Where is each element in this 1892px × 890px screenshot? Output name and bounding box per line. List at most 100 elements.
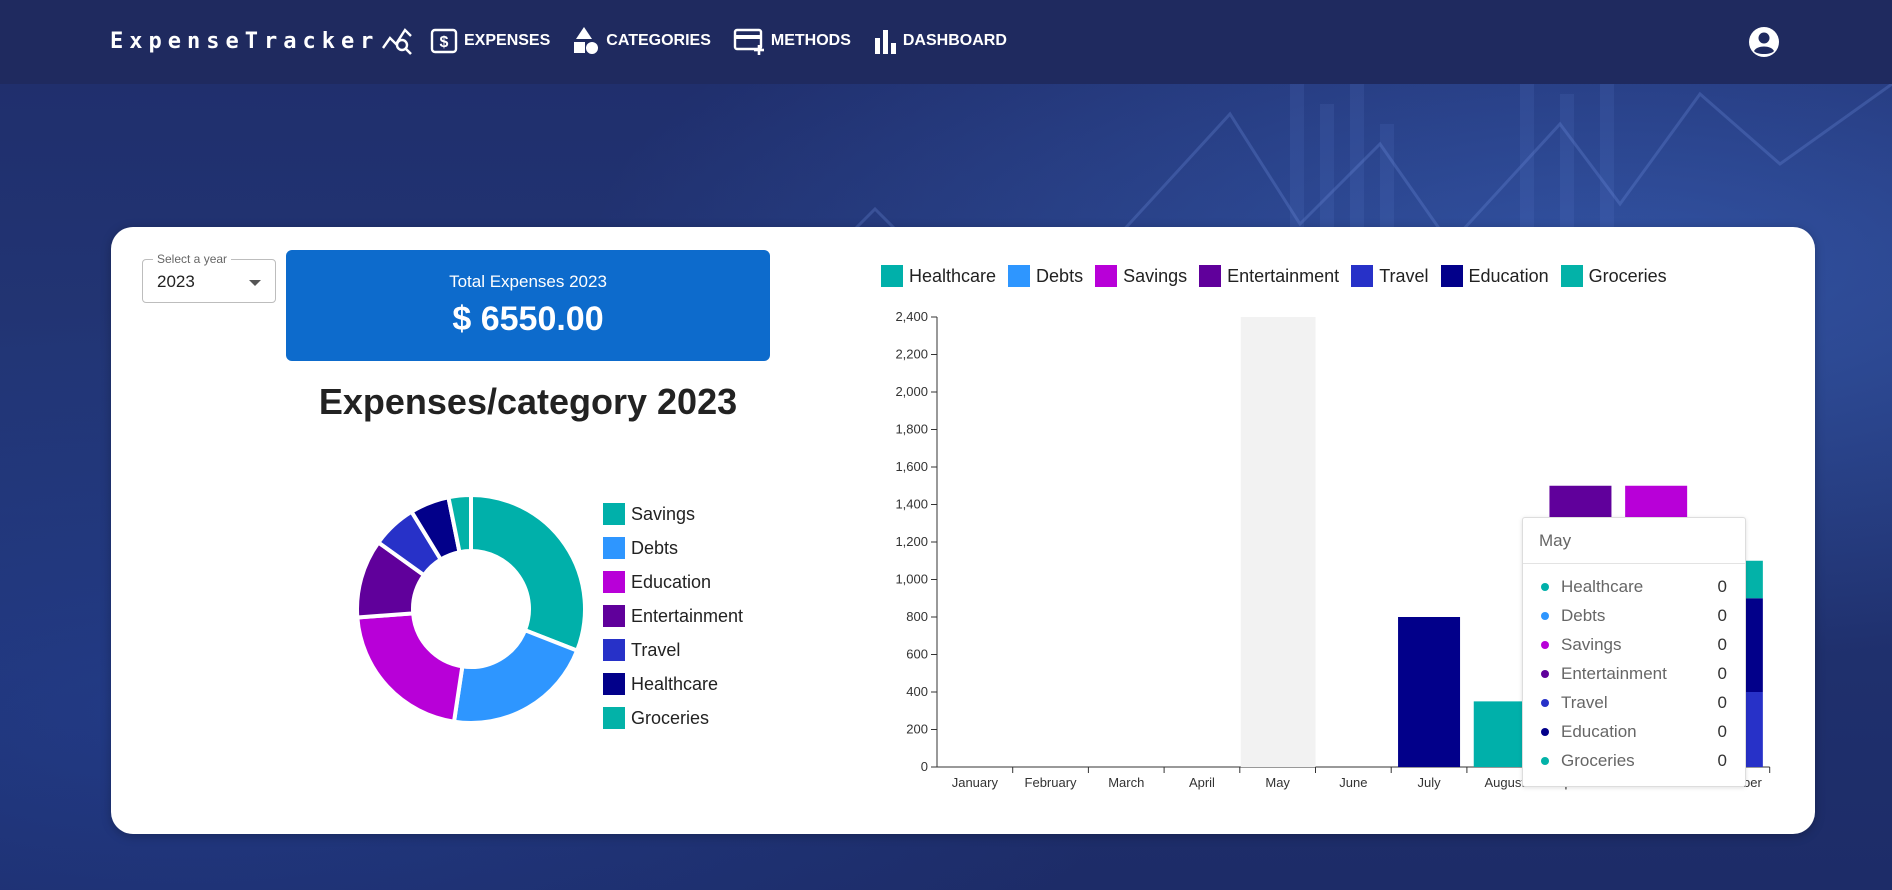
tooltip-series-value: 0: [1717, 634, 1727, 654]
nav-categories[interactable]: CATEGORIES: [572, 26, 711, 56]
legend-label: Travel: [1379, 265, 1429, 286]
y-tick-label: 400: [906, 684, 928, 699]
legend-label: Healthcare: [909, 265, 997, 286]
legend-label: Entertainment: [1227, 265, 1340, 286]
series-dot: [1541, 582, 1549, 591]
tooltip-series-value: 0: [1717, 576, 1727, 596]
legend-label: Savings: [1123, 265, 1188, 286]
pie-slice-savings[interactable]: [469, 492, 587, 654]
legend-swatch: [603, 537, 625, 559]
nav-methods[interactable]: METHODS: [733, 27, 851, 55]
x-tick-label: May: [1265, 775, 1290, 790]
legend-swatch: [603, 571, 625, 593]
total-expenses-label: Total Expenses 2023: [449, 272, 607, 291]
series-dot: [1541, 698, 1549, 707]
nav-methods-label: METHODS: [770, 32, 851, 49]
legend-swatch: [603, 503, 625, 525]
y-tick-label: 800: [906, 609, 928, 624]
tooltip-series-value: 0: [1717, 663, 1727, 683]
legend-label: Travel: [631, 639, 681, 660]
top-navbar: ExpenseTracker $ EXPENSES CATEGORIES: [0, 0, 1892, 84]
bar-legend-item-groceries[interactable]: Groceries: [1560, 265, 1667, 287]
nav-dashboard[interactable]: DASHBOARD: [873, 28, 1007, 54]
tooltip-series-name: Savings: [1561, 634, 1622, 654]
pie-legend-item-savings[interactable]: Savings: [603, 497, 743, 531]
y-tick-label: 200: [906, 722, 928, 737]
total-expenses-card: Total Expenses 2023 $ 6550.00: [286, 250, 770, 361]
legend-label: Healthcare: [631, 673, 719, 694]
y-tick-label: 1,600: [895, 459, 928, 474]
y-tick-label: 1,800: [895, 422, 928, 437]
nav-expenses-label: EXPENSES: [464, 32, 551, 49]
bar-legend-item-education[interactable]: Education: [1440, 265, 1549, 287]
legend-swatch: [1560, 265, 1583, 287]
hover-highlight: [1240, 317, 1316, 767]
series-dot: [1541, 611, 1549, 620]
bar-legend-item-healthcare[interactable]: Healthcare: [881, 265, 996, 287]
x-tick-label: June: [1339, 775, 1367, 790]
bar-legend-item-travel[interactable]: Travel: [1351, 265, 1429, 287]
y-tick-label: 0: [921, 759, 928, 774]
nav-expenses[interactable]: $ EXPENSES: [430, 28, 550, 54]
legend-label: Education: [631, 571, 712, 592]
y-tick-label: 2,000: [895, 384, 928, 399]
bar-legend-item-entertainment[interactable]: Entertainment: [1199, 265, 1339, 287]
pie-legend-item-entertainment[interactable]: Entertainment: [603, 599, 743, 633]
card-icon: [733, 28, 764, 55]
pie-legend-item-healthcare[interactable]: Healthcare: [603, 667, 743, 701]
pie-slice-groceries[interactable]: [446, 492, 473, 555]
y-tick-label: 600: [906, 647, 928, 662]
tooltip-series-name: Entertainment: [1561, 663, 1667, 683]
tooltip-series-name: Travel: [1561, 692, 1608, 712]
y-tick-label: 2,200: [895, 347, 928, 362]
bar-legend-item-debts[interactable]: Debts: [1008, 265, 1083, 287]
brand-logo[interactable]: ExpenseTracker: [110, 26, 415, 56]
y-tick-label: 2,400: [895, 309, 928, 324]
bar-chart-icon: [874, 30, 896, 54]
tooltip-series-value: 0: [1717, 721, 1727, 741]
tooltip-row-travel: Travel 0: [1523, 688, 1745, 717]
bar-legend-item-savings[interactable]: Savings: [1095, 265, 1187, 287]
tooltip-series-value: 0: [1717, 750, 1727, 770]
shapes-icon: [574, 27, 599, 54]
pie-chart-title: Expenses/category 2023: [318, 381, 738, 422]
legend-swatch: [603, 639, 625, 661]
x-tick-label: August: [1485, 775, 1526, 790]
y-tick-label: 1,000: [895, 572, 928, 587]
pie-legend-item-groceries[interactable]: Groceries: [603, 701, 743, 735]
pie-slice-education[interactable]: [355, 611, 465, 725]
pie-legend-item-debts[interactable]: Debts: [603, 531, 743, 565]
year-select-label: Select a year: [153, 252, 232, 266]
tooltip-series-value: 0: [1717, 692, 1727, 712]
x-tick-label: March: [1108, 775, 1144, 790]
tooltip-row-debts: Debts 0: [1523, 601, 1745, 630]
tooltip-row-entertainment: Entertainment 0: [1523, 659, 1745, 688]
tooltip-row-education: Education 0: [1523, 717, 1745, 746]
nav-categories-label: CATEGORIES: [606, 32, 711, 49]
legend-swatch: [1199, 265, 1222, 287]
legend-swatch: [1095, 265, 1118, 287]
legend-swatch: [1351, 265, 1374, 287]
x-tick-label: July: [1417, 775, 1441, 790]
chart-tooltip: May Healthcare 0 Debts 0 Savings 0 Entertainme…: [1522, 517, 1746, 787]
series-dot: [1541, 669, 1549, 678]
year-select[interactable]: Select a year 2023: [142, 252, 276, 303]
legend-label: Groceries: [1588, 265, 1667, 286]
nav-dashboard-label: DASHBOARD: [902, 32, 1007, 49]
bar-july-education[interactable]: [1398, 617, 1461, 767]
pie-legend-item-travel[interactable]: Travel: [603, 633, 743, 667]
chevron-down-icon: [249, 280, 261, 286]
tooltip-series-name: Healthcare: [1561, 576, 1644, 596]
tooltip-series-name: Debts: [1561, 605, 1606, 625]
dashboard-card: Select a year 2023 Total Expenses 2023 $…: [111, 227, 1815, 834]
main-nav: $ EXPENSES CATEGORIES METHODS: [430, 26, 1007, 56]
x-tick-label: February: [1025, 775, 1078, 790]
pie-legend-item-education[interactable]: Education: [603, 565, 743, 599]
trend-search-icon: [382, 28, 413, 55]
bar-legend: Healthcare Debts Savings Entertainment Trave…: [881, 265, 1667, 287]
legend-label: Debts: [1036, 265, 1084, 286]
background-decoration: [838, 84, 1892, 247]
legend-label: Savings: [631, 503, 696, 524]
pie-slice-debts[interactable]: [451, 627, 580, 725]
account-circle-icon[interactable]: [1748, 26, 1780, 58]
